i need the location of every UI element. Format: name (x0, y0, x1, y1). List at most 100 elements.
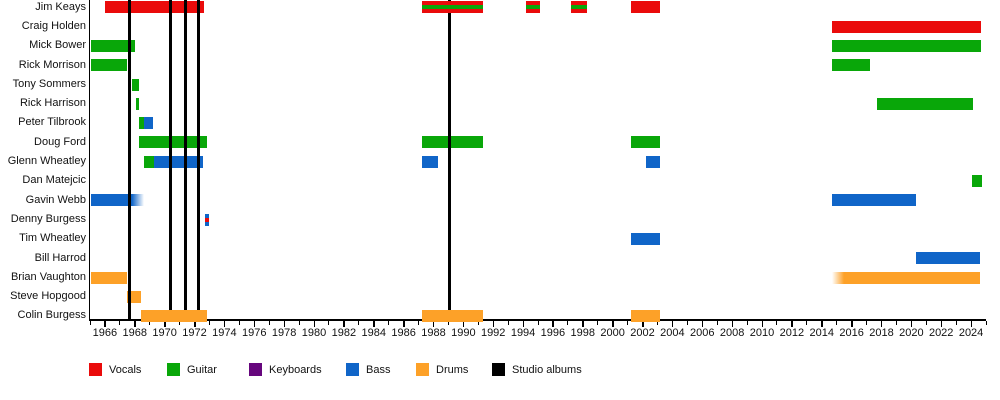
timeline-bar (421, 1, 483, 14)
axis-major-tick (403, 321, 405, 327)
member-label: Craig Holden (21, 19, 86, 32)
axis-tick-label: 2014 (809, 327, 834, 339)
axis-major-tick (880, 321, 883, 327)
legend-label: Guitar (187, 364, 217, 376)
axis-tick-label: 1998 (570, 327, 596, 339)
axis-minor-tick (567, 321, 569, 325)
axis-minor-tick (806, 321, 808, 325)
axis-major-tick (373, 321, 375, 327)
axis-major-tick (134, 321, 136, 327)
axis-major-tick (671, 321, 674, 327)
axis-minor-tick (268, 321, 270, 325)
axis-tick-label: 2016 (839, 327, 864, 339)
studio-album-line (128, 0, 132, 319)
axis-tick-label: 1968 (122, 327, 148, 339)
axis-minor-tick (358, 321, 360, 325)
axis-tick-label: 2022 (928, 327, 954, 339)
axis-major-tick (223, 321, 226, 327)
x-axis-line (88, 319, 986, 321)
axis-minor-tick (119, 321, 121, 325)
member-label: Brian Vaughton (10, 270, 86, 283)
timeline-bar (832, 20, 981, 33)
bass-legend-swatch (346, 363, 359, 376)
timeline-bar (104, 1, 205, 14)
axis-tick-label: 1966 (92, 327, 118, 339)
axis-tick-label: 2000 (600, 327, 625, 339)
axis-tick-label: 1986 (391, 327, 416, 339)
legend-label: Vocals (109, 364, 142, 376)
axis-minor-tick (836, 321, 838, 325)
timeline-bar (140, 310, 208, 323)
member-label: Bill Harrod (34, 251, 86, 264)
keyboards-legend-swatch (249, 363, 262, 376)
timeline-bar (630, 136, 661, 149)
axis-major-tick (940, 321, 943, 327)
axis-minor-tick (895, 321, 897, 325)
timeline-bar (630, 310, 661, 323)
axis-major-tick (343, 321, 345, 327)
axis-major-tick (522, 321, 525, 327)
timeline-bar (138, 117, 144, 130)
timeline-bar (421, 136, 483, 149)
studio-album-line (183, 0, 187, 319)
axis-minor-tick (418, 321, 420, 325)
axis-minor-tick (477, 321, 479, 325)
timeline-bar (421, 310, 483, 323)
axis-minor-tick (866, 321, 868, 325)
axis-tick-label: 1982 (331, 327, 357, 339)
timeline-bar (90, 271, 127, 284)
member-label: Denny Burgess (10, 212, 86, 225)
axis-minor-tick (955, 321, 957, 325)
timeline-bar (630, 1, 661, 14)
axis-tick-label: 2024 (958, 327, 984, 339)
axis-major-tick (283, 321, 286, 327)
axis-tick-label: 1970 (152, 327, 177, 339)
axis-tick-label: 1996 (540, 327, 566, 339)
axis-major-tick (492, 321, 495, 327)
axis-minor-tick (716, 321, 718, 325)
axis-minor-tick (925, 321, 927, 325)
axis-minor-tick (89, 321, 91, 325)
axis-minor-tick (447, 321, 449, 325)
axis-minor-tick (985, 321, 987, 325)
axis-major-tick (791, 321, 793, 327)
axis-minor-tick (388, 321, 390, 325)
studio-album-line (196, 0, 200, 319)
axis-major-tick (104, 321, 106, 327)
axis-tick-label: 1972 (182, 327, 207, 339)
timeline-bar (832, 194, 916, 207)
axis-minor-tick (208, 321, 210, 325)
studio-album-line (168, 0, 172, 319)
axis-minor-tick (686, 321, 688, 325)
timeline-bar (90, 39, 135, 52)
axis-major-tick (582, 321, 584, 327)
timeline-bar (971, 175, 982, 187)
axis-major-tick (910, 321, 913, 327)
member-label: Glenn Wheatley (7, 155, 86, 168)
member-label: Doug Ford (34, 135, 86, 148)
timeline-bar (570, 1, 588, 14)
legend-label: Drums (436, 364, 469, 376)
axis-minor-tick (537, 321, 539, 325)
axis-major-tick (194, 321, 196, 327)
axis-tick-label: 1980 (301, 327, 327, 339)
axis-tick-label: 2002 (630, 327, 655, 339)
axis-tick-label: 1976 (242, 327, 267, 339)
axis-major-tick (462, 321, 465, 327)
axis-minor-tick (298, 321, 300, 325)
axis-minor-tick (746, 321, 748, 325)
timeline-bar (90, 194, 144, 207)
axis-tick-label: 1984 (361, 327, 386, 339)
axis-minor-tick (149, 321, 151, 325)
timeline-bar (90, 59, 128, 72)
member-label: Tim Wheatley (19, 232, 86, 245)
axis-tick-label: 1988 (421, 327, 446, 339)
axis-major-tick (253, 321, 256, 327)
member-label: Mick Bower (29, 39, 86, 52)
y-axis-line (88, 0, 90, 321)
timeline-bar (139, 136, 208, 149)
member-label: Gavin Webb (25, 193, 86, 206)
legend-label: Bass (366, 364, 391, 376)
timeline-bar (421, 155, 438, 168)
